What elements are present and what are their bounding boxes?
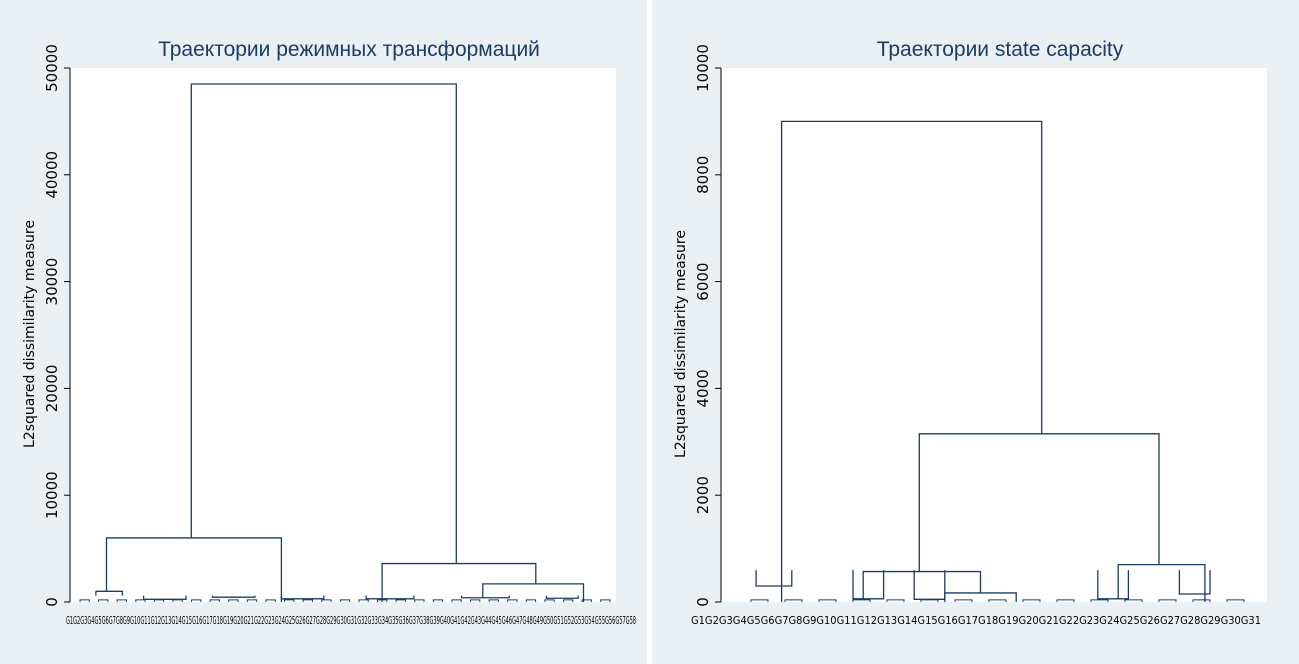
dendrogram-leaf-link <box>116 599 127 602</box>
dendrogram-link <box>190 83 457 564</box>
y-tick-label: 10000 <box>694 44 712 92</box>
dendrogram-leaf-link <box>581 599 592 602</box>
dendrogram-link <box>545 595 579 599</box>
plot-area <box>721 68 1267 602</box>
dendrogram-leaf-link <box>209 599 220 602</box>
dendrogram-leaf-link <box>98 599 109 602</box>
y-axis: 0 2000 4000 6000 8000 10000 <box>694 44 722 607</box>
dendrogram-leaf-link <box>228 599 239 602</box>
dendrogram-link <box>913 570 946 600</box>
y-tick-label: 8000 <box>694 156 712 194</box>
dendrogram-panel-regime: Траектории режимных трансформаций L2squa… <box>4 4 644 658</box>
dendrogram-leaf-link <box>339 599 351 602</box>
y-tick-label: 0 <box>43 597 61 607</box>
dendrogram-leaf-link <box>470 599 481 602</box>
dendrogram-leaf-link <box>488 599 499 602</box>
y-axis: 0 10000 20000 30000 40000 50000 <box>43 44 71 607</box>
dendrogram-link <box>1097 570 1130 600</box>
dendrogram-link <box>862 570 982 599</box>
dendrogram-leaf-link <box>1226 599 1245 602</box>
dendrogram-link <box>381 562 537 602</box>
plot-area <box>70 68 616 602</box>
y-tick-label: 6000 <box>694 263 712 301</box>
dendrogram-link <box>1117 563 1206 602</box>
dendrogram-leaf-link <box>1158 599 1177 602</box>
y-tick-label: 4000 <box>694 369 712 407</box>
dendrogram-leaf-link <box>284 599 295 602</box>
dendrogram-link <box>142 595 187 600</box>
y-tick-label: 40000 <box>43 151 61 199</box>
dendrogram-link <box>211 595 256 598</box>
panel-divider <box>647 0 652 664</box>
dendrogram-leaf-link <box>750 599 769 602</box>
dendrogram-link <box>780 120 1043 602</box>
chart-title: Траектории state capacity <box>877 38 1124 61</box>
dendrogram-leaf-link <box>191 599 202 602</box>
dendrogram-leaf-link <box>525 599 537 602</box>
y-tick-label: 20000 <box>43 365 61 413</box>
dendrogram-leaf-link <box>135 599 146 602</box>
dendrogram-leaf-link <box>1192 599 1211 602</box>
dendrogram-leaf-link <box>1090 599 1109 602</box>
dendrogram-leaf-link <box>79 599 90 602</box>
dendrogram-leaf-link <box>377 599 388 602</box>
dendrogram-leaf-link <box>954 599 973 602</box>
dendrogram-leaf-link <box>544 599 555 602</box>
y-tick-label: 50000 <box>43 44 61 92</box>
dendrogram-regime-svg: Траектории режимных трансформаций L2squa… <box>22 38 636 627</box>
dendrogram-leaf-link <box>988 599 1007 602</box>
dendrogram-link <box>105 537 283 602</box>
dendrogram-leaf-link <box>507 599 518 602</box>
dendrogram-leaf-link <box>600 599 611 602</box>
y-axis-label: L2squared dissimilarity measure <box>673 230 689 458</box>
dendrogram-leaf-link <box>1056 599 1075 602</box>
dendrogram-leaf-link <box>784 599 803 602</box>
dendrogram-leaf-link <box>246 599 258 602</box>
dendrogram-leaf-link <box>302 599 313 602</box>
chart-title: Траектории режимных трансформаций <box>158 38 540 61</box>
dendrogram-lines <box>79 83 611 602</box>
dendrogram-link <box>852 570 885 600</box>
dendrogram-leaf-link <box>563 599 574 602</box>
dendrogram-leaf-link <box>153 599 165 602</box>
dendrogram-leaf-link <box>321 599 332 602</box>
dendrogram-link <box>95 590 124 596</box>
dendrogram-leaf-link <box>818 599 837 602</box>
dendrogram-leaf-link <box>432 599 444 602</box>
x-axis-leaf-labels: G1G2G3G4G5G6G7G8G9G10G11G12G13G14G15G16G… <box>66 614 636 627</box>
dendrogram-leaf-link <box>172 599 183 602</box>
dendrogram-lines <box>750 120 1245 602</box>
y-tick-label: 10000 <box>43 471 61 519</box>
dendrogram-leaf-link <box>1124 599 1143 602</box>
dendrogram-link <box>1178 570 1211 595</box>
dendrogram-leaf-link <box>886 599 905 602</box>
dendrogram-link <box>755 570 793 587</box>
dendrogram-panel-state-capacity: Траектории state capacity L2squared diss… <box>655 4 1295 658</box>
y-axis-label: L2squared dissimilarity measure <box>22 220 38 448</box>
dendrogram-leaf-link <box>451 599 462 602</box>
y-tick-label: 30000 <box>43 258 61 306</box>
dendrogram-link <box>365 595 415 600</box>
dendrogram-leaf-link <box>265 599 276 602</box>
dendrogram-leaf-link <box>852 599 871 602</box>
dendrogram-link <box>460 595 510 599</box>
dendrogram-leaf-link <box>920 599 939 602</box>
dendrogram-state-capacity-svg: Траектории state capacity L2squared diss… <box>673 38 1267 627</box>
dendrogram-leaf-link <box>414 599 425 602</box>
dendrogram-link <box>482 583 585 602</box>
y-tick-label: 0 <box>694 597 712 607</box>
y-tick-label: 2000 <box>694 476 712 514</box>
dendrogram-leaf-link <box>1022 599 1041 602</box>
dendrogram-leaf-link <box>358 599 369 602</box>
dendrogram-leaf-link <box>395 599 406 602</box>
dendrogram-link <box>918 433 1160 572</box>
x-axis-leaf-labels: G1G2G3G4G5G6G7G8G9G10G11G12G13G14G15G16G… <box>691 614 1261 627</box>
